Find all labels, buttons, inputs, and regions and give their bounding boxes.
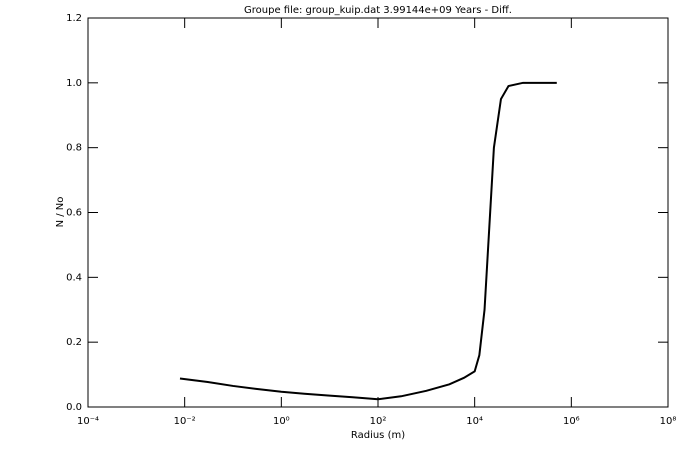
y-tick-label: 0.2 [66, 337, 82, 348]
y-tick-label: 1.0 [66, 78, 82, 89]
x-tick-label: 10² [370, 416, 387, 427]
chart-title: Groupe file: group_kuip.dat 3.99144e+09 … [244, 5, 512, 16]
data-line [179, 81, 557, 401]
x-axis-label: Radius (m) [351, 430, 405, 441]
x-tick-label: 10⁻⁴ [77, 416, 99, 427]
x-tick-label: 10⁸ [660, 416, 677, 427]
y-axis-label: N / No [55, 197, 66, 228]
x-tick-label: 10⁴ [466, 416, 483, 427]
y-tick-label: 0.0 [66, 402, 82, 413]
x-tick-label: 10⁶ [563, 416, 580, 427]
x-tick-label: 10⁰ [273, 416, 290, 427]
y-tick-label: 1.2 [66, 13, 82, 24]
x-tick-label: 10⁻² [174, 416, 196, 427]
y-tick-label: 0.8 [66, 143, 82, 154]
y-tick-label: 0.6 [66, 208, 82, 219]
y-tick-label: 0.4 [66, 272, 82, 283]
